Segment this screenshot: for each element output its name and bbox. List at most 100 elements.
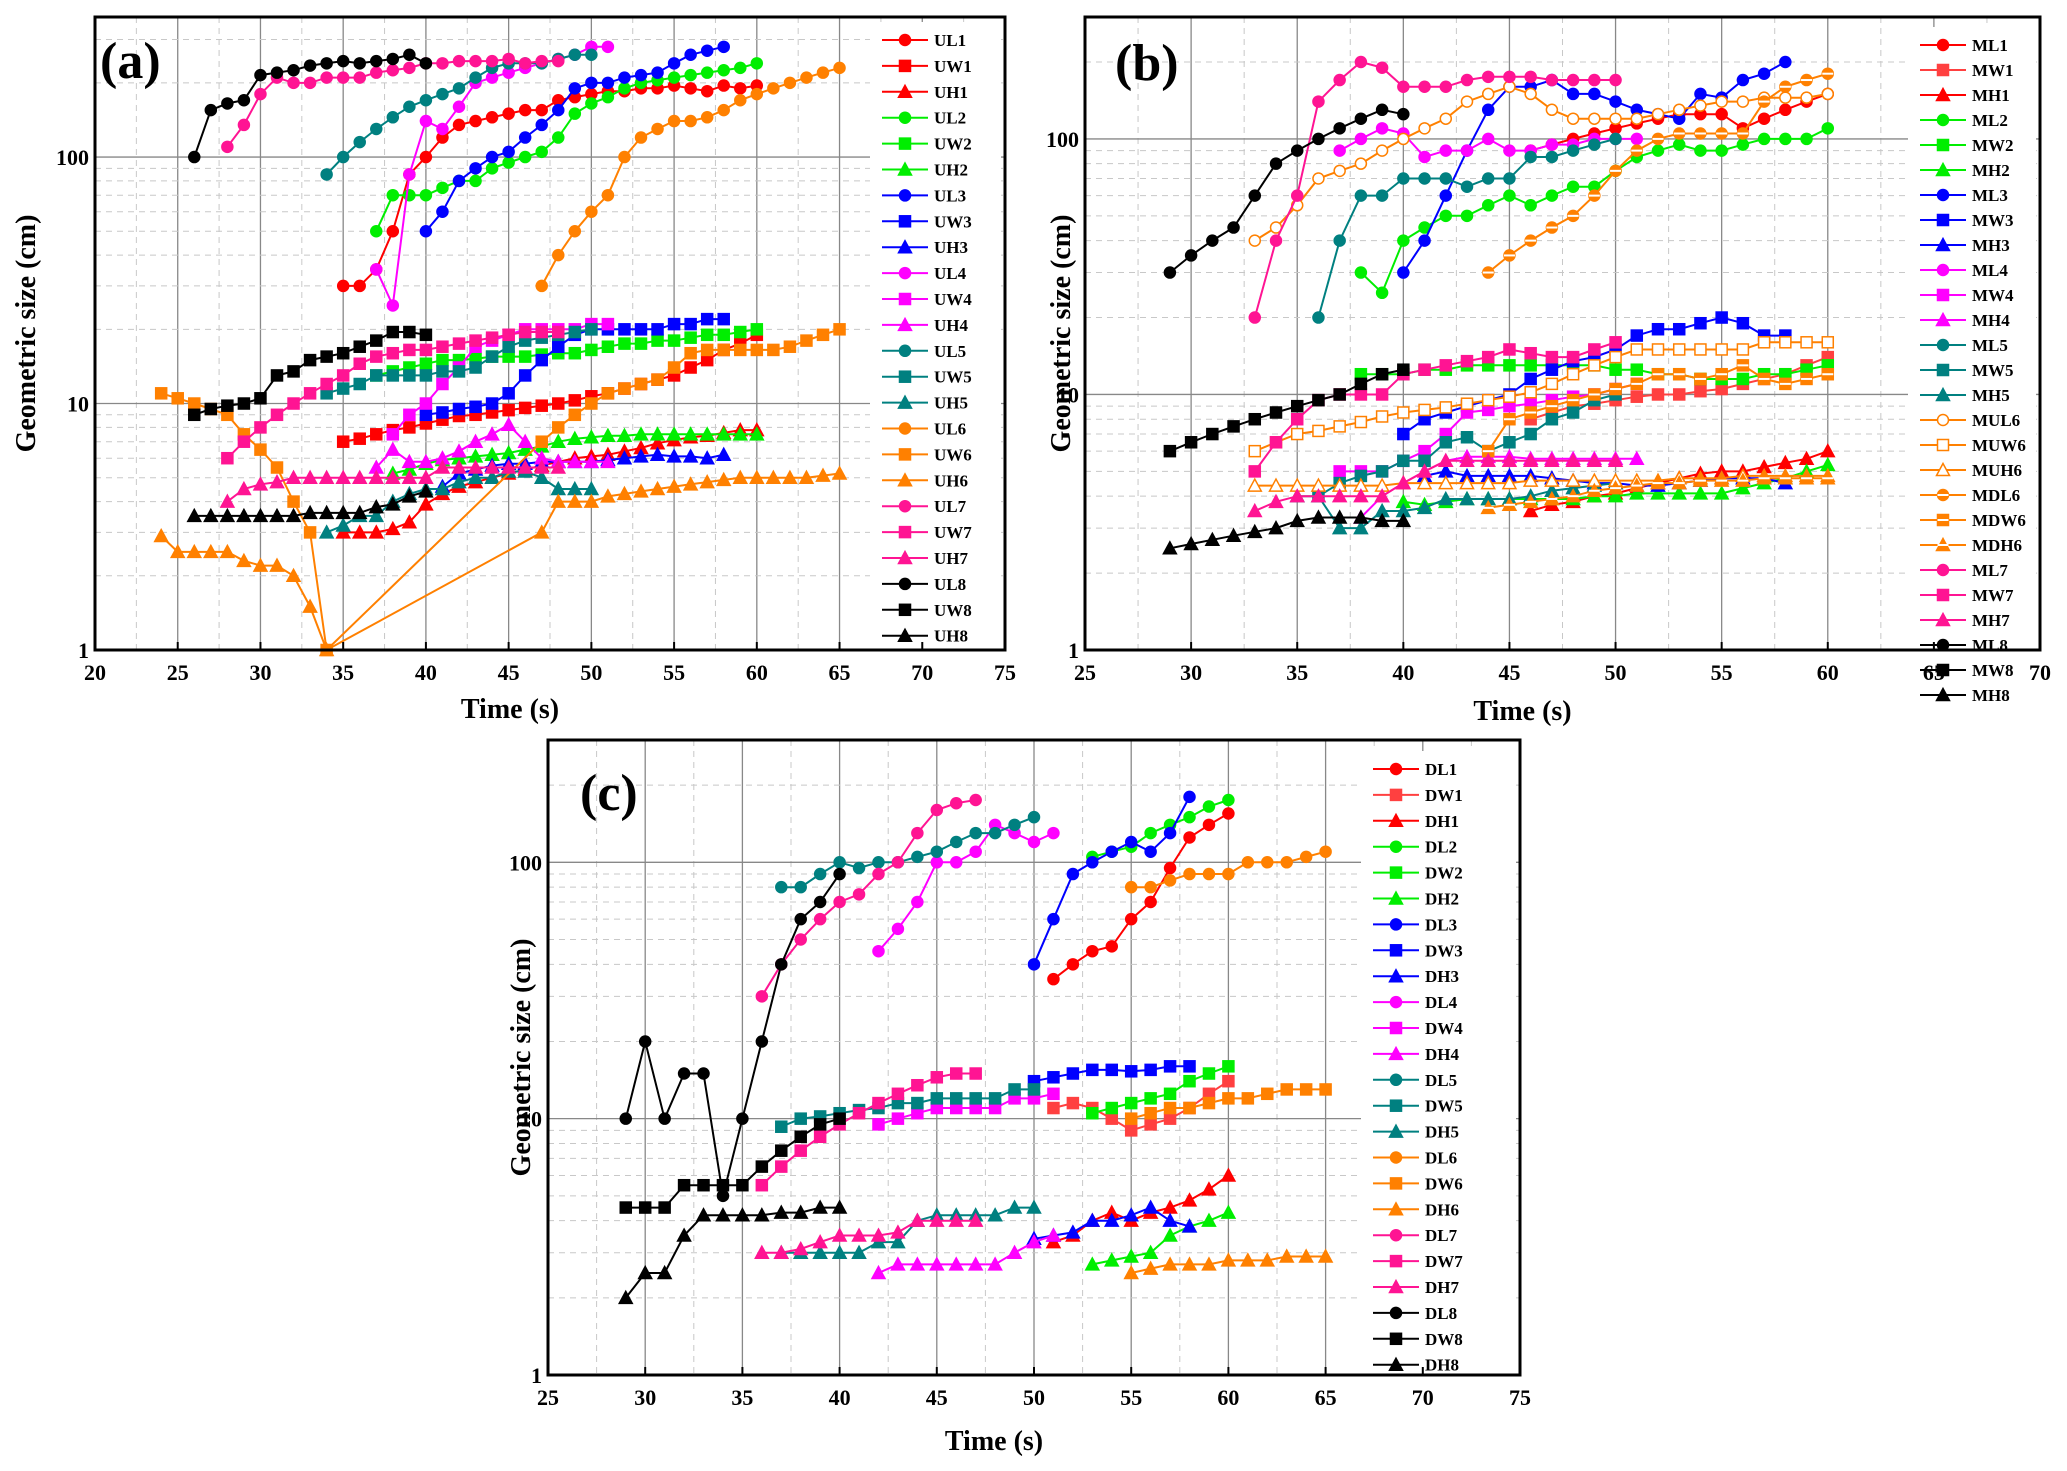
data-point-MW2 bbox=[1503, 359, 1516, 372]
data-point-UH6 bbox=[782, 469, 798, 484]
data-point-ML3 bbox=[1694, 87, 1707, 101]
data-point-UL3 bbox=[684, 48, 697, 62]
data-point-UL2 bbox=[618, 82, 631, 95]
data-point-UH7 bbox=[484, 459, 500, 474]
series-MW8 bbox=[1163, 363, 1410, 458]
data-point-UL5 bbox=[452, 82, 466, 95]
legend-label: DL3 bbox=[1425, 915, 1457, 934]
data-point-UL8 bbox=[320, 57, 333, 70]
series-line-MDL6 bbox=[1487, 72, 1829, 274]
data-point-UW2 bbox=[568, 346, 582, 360]
x-tick-label: 70 bbox=[2029, 660, 2051, 685]
data-point-DH5 bbox=[1026, 1199, 1042, 1214]
data-point-UW7 bbox=[518, 325, 532, 339]
data-point-UW7 bbox=[419, 343, 433, 357]
data-point-UW7 bbox=[552, 325, 565, 339]
data-point-UW3 bbox=[436, 406, 449, 419]
data-point-DW3 bbox=[1163, 1060, 1177, 1073]
data-point-UL7 bbox=[535, 54, 548, 68]
legend-entry: MW7 bbox=[1920, 586, 2014, 605]
legend-marker bbox=[897, 161, 913, 176]
series-UL4 bbox=[370, 40, 615, 312]
x-tick-label: 50 bbox=[1605, 660, 1627, 685]
x-tick-label: 55 bbox=[1711, 660, 1733, 685]
series-line-DW8 bbox=[625, 1117, 840, 1209]
data-point-ML1 bbox=[1779, 103, 1792, 117]
data-point-ML7 bbox=[1312, 95, 1325, 108]
data-point-UL7 bbox=[336, 71, 350, 84]
data-point-MUL6 bbox=[1481, 87, 1495, 101]
legend-entry: ML4 bbox=[1920, 261, 2008, 280]
data-point-DL7 bbox=[949, 796, 963, 810]
data-point-UL5 bbox=[585, 48, 598, 62]
data-point-DL1 bbox=[1202, 818, 1216, 832]
legend-entry: DW8 bbox=[1373, 1330, 1463, 1349]
data-point-DW4 bbox=[1047, 1087, 1060, 1101]
data-point-UL7 bbox=[254, 87, 267, 101]
grid bbox=[1084, 16, 2041, 651]
data-point-UW3 bbox=[502, 387, 515, 400]
data-point-UW6 bbox=[734, 343, 747, 357]
data-point-UL6 bbox=[734, 93, 747, 107]
legend-label: DW2 bbox=[1425, 864, 1463, 883]
data-point-UL2 bbox=[469, 174, 482, 188]
data-point-ML2 bbox=[1736, 138, 1750, 151]
legend-marker bbox=[1936, 188, 1950, 202]
data-point-MH7 bbox=[1374, 488, 1390, 503]
y-tick-label: 100 bbox=[56, 145, 89, 170]
data-point-ML5 bbox=[1418, 172, 1431, 185]
data-point-UH4 bbox=[401, 453, 418, 469]
legend-marker bbox=[1936, 213, 1950, 227]
legend-label: MW5 bbox=[1972, 361, 2014, 380]
legend-marker bbox=[897, 627, 913, 642]
data-point-ML2 bbox=[1354, 266, 1368, 279]
data-point-DW3 bbox=[1105, 1063, 1119, 1077]
panel-b: ML1 MW1 MH1 ML2 MW2 MH2 ML3 MW3 MH3 ML4 MW4 MH4 ML5 M… bbox=[1046, 15, 2051, 727]
data-point-ML5 bbox=[1333, 234, 1346, 247]
data-point-UL2 bbox=[386, 188, 400, 202]
data-point-MH2 bbox=[1650, 485, 1666, 500]
data-point-ML7 bbox=[1609, 73, 1622, 87]
data-point-ML5 bbox=[1375, 189, 1389, 202]
data-point-MUH6 bbox=[1565, 472, 1581, 487]
data-point-UW8 bbox=[353, 340, 366, 353]
data-point-UW5 bbox=[469, 361, 482, 374]
data-point-DH5 bbox=[987, 1207, 1003, 1222]
legend-entry: DW4 bbox=[1373, 1019, 1463, 1038]
data-point-MH2 bbox=[1713, 485, 1730, 500]
legend-marker bbox=[1389, 1228, 1403, 1242]
data-point-UL1 bbox=[485, 111, 499, 124]
data-point-DW1 bbox=[1222, 1074, 1235, 1088]
legend-label: ML4 bbox=[1972, 261, 2008, 280]
data-point-UH4 bbox=[500, 416, 517, 432]
data-point-MH5 bbox=[1416, 499, 1433, 515]
data-point-UH5 bbox=[434, 480, 451, 496]
data-point-MW5 bbox=[1439, 436, 1453, 449]
data-point-DW4 bbox=[891, 1112, 905, 1125]
data-point-UL8 bbox=[336, 54, 350, 68]
data-point-ML4 bbox=[1439, 144, 1453, 157]
data-point-UH8 bbox=[203, 507, 219, 523]
data-point-MUW6 bbox=[1354, 415, 1368, 429]
data-point-UH8 bbox=[252, 507, 269, 523]
data-point-DW3 bbox=[1047, 1071, 1060, 1084]
data-point-DH2 bbox=[1220, 1204, 1237, 1219]
data-point-UL7 bbox=[552, 54, 565, 68]
data-point-UH6 bbox=[153, 527, 169, 543]
legend-label: UL4 bbox=[934, 264, 967, 283]
data-point-ML3 bbox=[1609, 95, 1622, 108]
legend-marker bbox=[1389, 788, 1403, 802]
data-point-MW7 bbox=[1588, 343, 1601, 356]
data-point-UH1 bbox=[401, 514, 418, 529]
data-point-UL6 bbox=[750, 87, 764, 101]
data-point-MH7 bbox=[1501, 452, 1518, 468]
legend-entry: DH1 bbox=[1373, 812, 1459, 831]
data-point-DW7 bbox=[949, 1067, 963, 1080]
data-point-DL8 bbox=[833, 867, 846, 881]
data-point-DL1 bbox=[1163, 861, 1177, 875]
data-point-DW6 bbox=[1222, 1092, 1235, 1105]
legend-entry: DW6 bbox=[1373, 1174, 1463, 1193]
data-point-UW7 bbox=[336, 369, 350, 382]
data-point-MUW6 bbox=[1821, 336, 1835, 349]
data-point-UH6 bbox=[186, 543, 203, 559]
